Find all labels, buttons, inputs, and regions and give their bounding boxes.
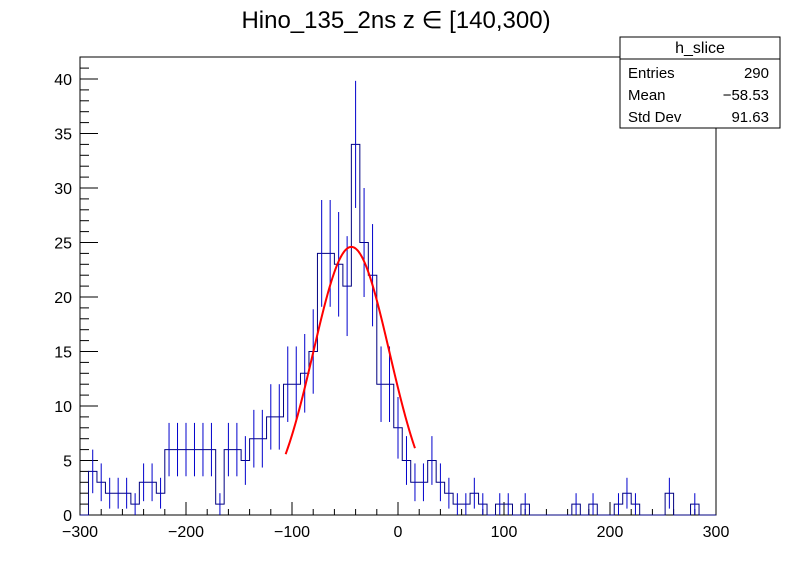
y-tick-label: 0 <box>63 508 72 525</box>
y-axis: 0 5 10 15 20 25 30 35 40 <box>54 67 98 525</box>
y-tick-label: 20 <box>54 290 72 307</box>
stat-mean-label: Mean <box>628 87 666 104</box>
y-tick-label: 15 <box>54 345 72 362</box>
x-tick-label: 0 <box>394 524 403 541</box>
stats-box-title: h_slice <box>675 40 725 57</box>
stat-entries-label: Entries <box>628 65 675 82</box>
gaussian-fit <box>284 245 416 455</box>
stat-stddev-value: 91.63 <box>731 109 769 126</box>
y-tick-label: 5 <box>63 454 72 471</box>
stats-box: h_slice Entries 290 Mean −58.53 Std Dev … <box>619 36 781 129</box>
x-tick-label: −100 <box>274 524 310 541</box>
stat-mean-value: −58.53 <box>723 87 769 104</box>
x-tick-label: −200 <box>168 524 204 541</box>
x-tick-label: 200 <box>597 524 624 541</box>
x-tick-label: −300 <box>62 524 98 541</box>
histogram-bars <box>80 143 716 516</box>
error-bars <box>92 80 696 515</box>
y-tick-label: 25 <box>54 236 72 253</box>
x-tick-label: 300 <box>703 524 730 541</box>
y-tick-label: 10 <box>54 399 72 416</box>
fit-curve <box>284 245 416 455</box>
histogram-outline <box>80 143 716 516</box>
chart-title: Hino_135_2ns z ∈ [140,300) <box>241 7 550 34</box>
stat-stddev-label: Std Dev <box>628 109 682 126</box>
y-tick-label: 40 <box>54 72 72 89</box>
y-tick-label: 35 <box>54 127 72 144</box>
y-tick-label: 30 <box>54 181 72 198</box>
x-tick-label: 100 <box>491 524 518 541</box>
stat-entries-value: 290 <box>744 65 769 82</box>
x-axis: −300 −200 −100 0 100 200 300 <box>62 502 729 541</box>
stats-box-frame <box>619 36 781 129</box>
